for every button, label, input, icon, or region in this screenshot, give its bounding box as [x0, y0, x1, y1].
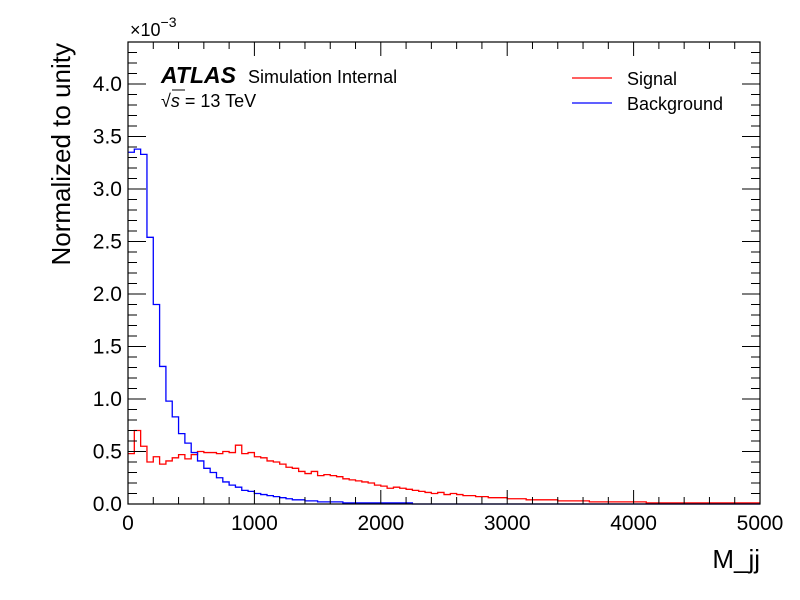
y-tick-label: 1.0 — [93, 388, 122, 411]
y-tick-label: 4.0 — [93, 73, 122, 96]
histogram-background — [128, 148, 760, 505]
energy-variable: s — [171, 91, 180, 111]
x-tick-label: 4000 — [610, 512, 657, 535]
y-tick-label: 0.5 — [93, 441, 122, 464]
y-tick-label: 3.0 — [93, 178, 122, 201]
legend: Signal Background — [572, 69, 723, 114]
histogram-signal — [128, 429, 760, 504]
x-tick-label: 3000 — [484, 512, 531, 535]
y-multiplier: ×10−3 — [130, 14, 177, 40]
energy-label: √s = 13 TeV — [161, 91, 256, 111]
x-tick-label: 0 — [122, 512, 134, 535]
y-tick-label: 2.5 — [93, 231, 122, 254]
y-tick-label: 2.0 — [93, 283, 122, 306]
y-tick-label: 0.0 — [93, 493, 122, 516]
y-tick-label: 3.5 — [93, 126, 122, 149]
y-tick-label: 1.5 — [93, 336, 122, 359]
legend-label-signal: Signal — [627, 69, 677, 89]
x-tick-label: 5000 — [737, 512, 784, 535]
atlas-label: ATLAS — [160, 62, 237, 88]
x-axis-title: M_jj — [712, 544, 760, 574]
tick-labels: 0 1000 2000 3000 4000 5000 0.0 0.5 1.0 1.5 2.0 2.5 3… — [93, 73, 784, 535]
sqrt-symbol: √ — [161, 91, 171, 111]
histogram-lines — [128, 148, 760, 505]
energy-value: = 13 TeV — [180, 91, 256, 111]
simulation-internal-label: Simulation Internal — [248, 67, 397, 87]
x-tick-label: 2000 — [357, 512, 404, 535]
x-tick-label: 1000 — [231, 512, 278, 535]
y-axis-title: Normalized to unity — [46, 43, 76, 266]
legend-label-background: Background — [627, 94, 723, 114]
y-multiplier-base: ×10 — [130, 20, 161, 40]
axis-ticks — [127, 42, 761, 505]
y-multiplier-exp: −3 — [161, 14, 177, 30]
